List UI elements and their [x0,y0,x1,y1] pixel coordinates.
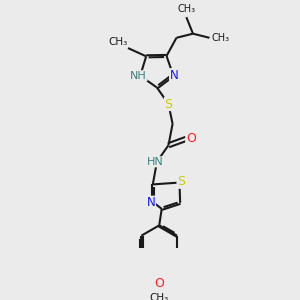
Text: S: S [177,175,185,188]
Text: CH₃: CH₃ [211,33,229,43]
Text: N: N [169,69,178,82]
Text: CH₃: CH₃ [177,4,195,14]
Text: O: O [186,132,196,145]
Text: O: O [154,277,164,290]
Text: HN: HN [147,157,164,167]
Text: CH₃: CH₃ [150,293,169,300]
Text: S: S [164,98,172,110]
Text: NH: NH [130,71,147,81]
Text: CH₃: CH₃ [108,37,127,47]
Text: N: N [147,196,155,209]
